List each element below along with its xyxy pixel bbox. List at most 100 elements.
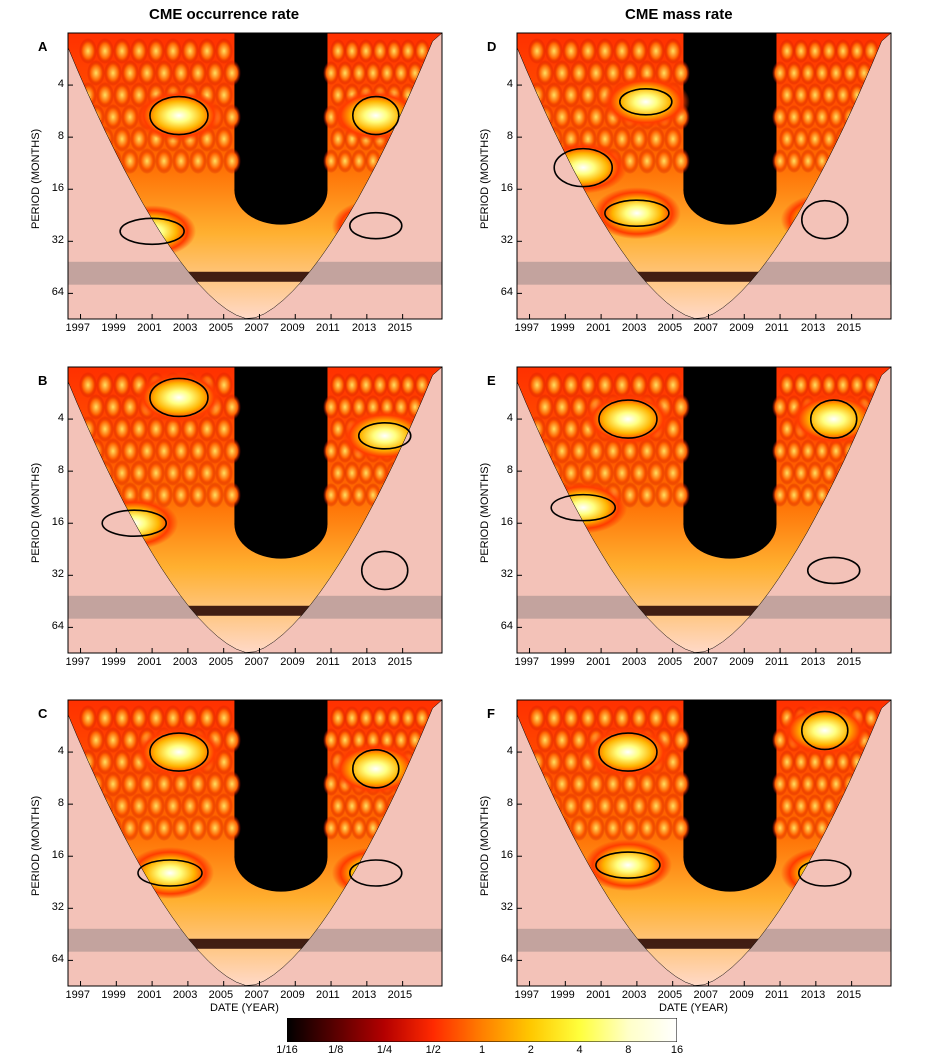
y-axis-label: PERIOD (MONTHS) — [479, 128, 491, 229]
significance-contour — [360, 550, 409, 591]
x-tick-label: 2003 — [172, 656, 198, 668]
significance-contour — [351, 749, 400, 789]
x-tick-label: 1999 — [101, 322, 126, 334]
panel-C — [67, 699, 443, 987]
panel-label: B — [38, 373, 48, 388]
x-tick-label: 2015 — [836, 989, 862, 1001]
panel-label: C — [38, 706, 48, 721]
x-tick-label: 2007 — [244, 656, 269, 668]
x-tick-label: 1997 — [65, 989, 90, 1001]
significance-contour — [619, 88, 673, 116]
x-tick-label: 2001 — [586, 322, 611, 334]
x-tick-label: 1999 — [101, 989, 126, 1001]
significance-contour — [800, 710, 849, 751]
y-tick-label: 4 — [57, 745, 64, 758]
x-tick-label: 1999 — [550, 989, 575, 1001]
wavelet-heatmap-A — [67, 32, 443, 320]
y-tick-label: 16 — [500, 516, 513, 529]
significance-contour — [149, 95, 209, 136]
x-tick-label: 1997 — [514, 656, 539, 668]
x-tick-label: 2001 — [137, 656, 162, 668]
x-tick-label: 2001 — [586, 656, 611, 668]
significance-contour — [550, 493, 617, 522]
y-tick-label: 32 — [51, 234, 64, 247]
y-axis-label: PERIOD (MONTHS) — [30, 795, 42, 896]
x-tick-label: 2005 — [208, 656, 234, 668]
y-tick-label: 32 — [500, 234, 513, 247]
significance-contour — [604, 199, 670, 227]
x-axis-label: DATE (YEAR) — [659, 1002, 728, 1014]
wavelet-heatmap-B — [67, 366, 443, 654]
y-axis-label: PERIOD (MONTHS) — [479, 795, 491, 896]
panel-E — [516, 366, 892, 654]
x-tick-label: 2003 — [621, 656, 647, 668]
x-tick-label: 2007 — [693, 322, 718, 334]
y-axis-label: PERIOD (MONTHS) — [30, 128, 42, 229]
wavelet-heatmap-F — [516, 699, 892, 987]
x-tick-label: 2009 — [729, 989, 754, 1001]
y-tick-label: 4 — [506, 412, 513, 425]
significance-contour — [797, 859, 852, 887]
y-tick-label: 32 — [51, 901, 64, 914]
x-tick-label: 2015 — [836, 656, 862, 668]
x-axis-label: DATE (YEAR) — [210, 1002, 279, 1014]
x-tick-label: 2013 — [351, 989, 377, 1001]
y-tick-label: 4 — [57, 78, 64, 91]
x-tick-label: 2013 — [800, 989, 826, 1001]
y-tick-label: 8 — [57, 797, 64, 810]
colorbar-tick-label: 16 — [670, 1044, 684, 1056]
x-tick-label: 2005 — [657, 656, 683, 668]
x-tick-label: 2003 — [621, 322, 647, 334]
significance-contour — [809, 399, 858, 439]
colorbar-tick-label: 4 — [576, 1044, 583, 1056]
x-tick-label: 2011 — [316, 322, 340, 334]
panel-label: E — [487, 373, 496, 388]
x-tick-label: 2015 — [387, 656, 413, 668]
x-tick-label: 2011 — [765, 322, 789, 334]
colorbar-tick-label: 1/8 — [328, 1044, 344, 1056]
significance-contour — [357, 422, 412, 450]
y-tick-label: 8 — [506, 797, 513, 810]
x-tick-label: 2009 — [280, 989, 305, 1001]
x-tick-label: 2013 — [351, 656, 377, 668]
panel-D — [516, 32, 892, 320]
x-tick-label: 2009 — [729, 322, 754, 334]
y-tick-label: 8 — [506, 130, 513, 143]
colorbar-tick-label: 1/2 — [425, 1044, 441, 1056]
x-tick-label: 1997 — [514, 322, 539, 334]
significance-contour — [598, 399, 658, 439]
y-tick-label: 64 — [51, 620, 64, 633]
significance-contour — [553, 147, 614, 188]
significance-contour — [101, 509, 168, 538]
significance-contour — [595, 851, 661, 879]
significance-contour — [348, 859, 403, 887]
x-tick-label: 2015 — [836, 322, 862, 334]
x-tick-label: 2001 — [586, 989, 611, 1001]
y-tick-label: 32 — [500, 901, 513, 914]
y-tick-label: 8 — [506, 464, 513, 477]
x-tick-label: 2007 — [693, 656, 718, 668]
x-tick-label: 2001 — [137, 989, 162, 1001]
x-tick-label: 2007 — [693, 989, 718, 1001]
x-tick-label: 2005 — [208, 989, 234, 1001]
significance-contour — [806, 556, 861, 585]
x-tick-label: 2005 — [657, 989, 683, 1001]
colorbar — [287, 1018, 677, 1042]
significance-contour — [598, 732, 658, 772]
y-tick-label: 4 — [506, 745, 513, 758]
significance-contour — [137, 859, 203, 887]
significance-contour — [351, 95, 400, 136]
y-tick-label: 64 — [500, 953, 513, 966]
significance-contour — [800, 199, 849, 240]
y-tick-label: 64 — [51, 286, 64, 299]
column-title-occurrence: CME occurrence rate — [149, 6, 300, 23]
x-tick-label: 2003 — [172, 322, 198, 334]
x-tick-label: 2013 — [351, 322, 377, 334]
significance-contour — [348, 211, 403, 240]
panel-label: D — [487, 39, 497, 54]
x-tick-label: 2009 — [729, 656, 754, 668]
x-tick-label: 1997 — [514, 989, 539, 1001]
y-tick-label: 16 — [51, 182, 64, 195]
y-tick-label: 4 — [57, 412, 64, 425]
